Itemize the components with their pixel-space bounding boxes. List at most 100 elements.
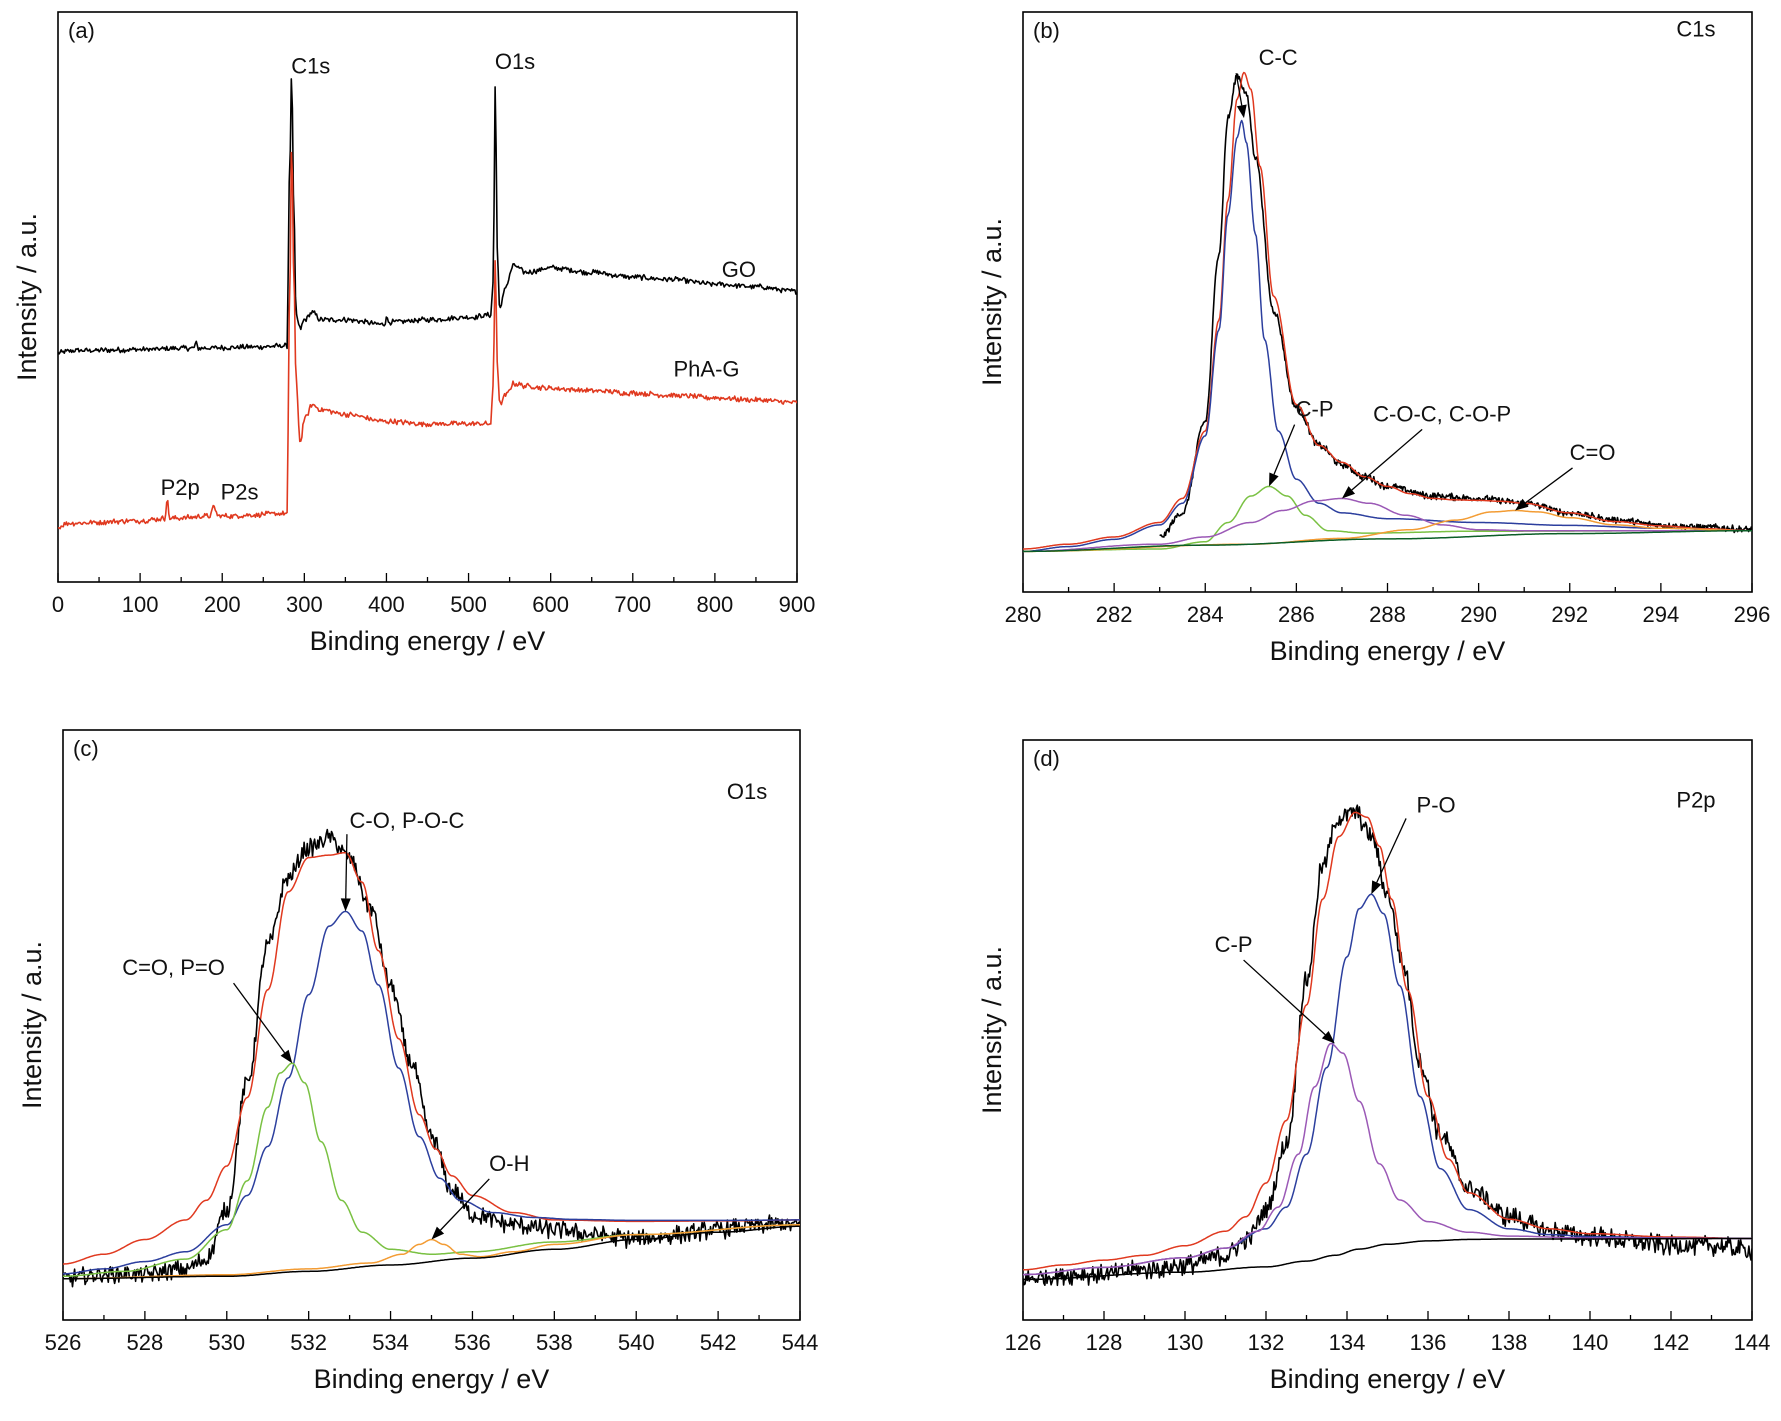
annotation-label: GO <box>722 257 756 282</box>
x-tick-label: 292 <box>1551 602 1588 627</box>
y-axis-title: Intensity / a.u. <box>17 941 47 1109</box>
x-tick-label: 600 <box>532 592 569 617</box>
x-tick-label: 284 <box>1187 602 1224 627</box>
x-tick-label: 100 <box>122 592 159 617</box>
series-curve-0 <box>1023 804 1752 1287</box>
series-go <box>58 78 797 355</box>
x-tick-label: 538 <box>536 1330 573 1355</box>
x-tick-label: 534 <box>372 1330 409 1355</box>
series-curve-2 <box>1023 893 1752 1276</box>
series-curve-2 <box>63 910 800 1275</box>
series-curve-3 <box>63 1062 800 1278</box>
series-curve-0 <box>1159 73 1752 538</box>
panel-a: 0 100 200 300 400 500 600 700 800 900 Binding ener… <box>12 11 816 656</box>
annotation-label: C-P <box>1296 397 1334 422</box>
x-tick-label: 282 <box>1096 602 1133 627</box>
x-tick-label: 140 <box>1572 1330 1609 1355</box>
x-tick-label: 900 <box>779 592 816 617</box>
x-tick-label: 200 <box>204 592 241 617</box>
x-tick-label: 288 <box>1369 602 1406 627</box>
annotation-label: PhA-G <box>673 357 739 382</box>
x-tick-label: 144 <box>1734 1330 1771 1355</box>
series-pha-g <box>58 151 797 530</box>
x-tick-label: 142 <box>1653 1330 1690 1355</box>
arrow-head-icon <box>1269 472 1279 487</box>
x-tick-label: 134 <box>1329 1330 1366 1355</box>
annotation-label: C-P <box>1215 932 1253 957</box>
x-tick-label: 528 <box>127 1330 164 1355</box>
y-axis-title: Intensity / a.u. <box>12 213 42 381</box>
arrow-head-icon <box>280 1049 293 1064</box>
annotation-label: P2p <box>161 475 200 500</box>
x-tick-label: 400 <box>368 592 405 617</box>
arrow-head-icon <box>1515 498 1529 511</box>
y-axis-title: Intensity / a.u. <box>977 946 1007 1114</box>
series-curve-6 <box>1023 529 1752 553</box>
panel-title: P2p <box>1676 788 1715 813</box>
x-tick-label: 132 <box>1248 1330 1285 1355</box>
arrow-head-icon <box>1341 486 1356 499</box>
x-tick-label: 800 <box>697 592 734 617</box>
x-tick-label: 130 <box>1167 1330 1204 1355</box>
x-tick-label: 500 <box>450 592 487 617</box>
x-tick-label: 300 <box>286 592 323 617</box>
panel-c: 526 528 530 532 534 536 538 540 542 544 Binding en… <box>17 729 819 1394</box>
x-tick-label: 126 <box>1005 1330 1042 1355</box>
annotation-label: O1s <box>495 49 535 74</box>
panel-label: (b) <box>1033 18 1060 43</box>
arrow-head-icon <box>1371 880 1382 895</box>
annotation-arrow <box>440 1178 490 1231</box>
panel-label: (a) <box>68 18 95 43</box>
annotation-arrow <box>1525 467 1573 504</box>
annotation-arrow <box>1351 428 1423 491</box>
x-tick-label: 540 <box>618 1330 655 1355</box>
x-tick-label: 542 <box>700 1330 737 1355</box>
x-tick-label: 532 <box>290 1330 327 1355</box>
annotation-label: C-C <box>1259 45 1298 70</box>
x-tick-label: 536 <box>454 1330 491 1355</box>
arrow-head-icon <box>1321 1031 1335 1044</box>
x-tick-label: 294 <box>1643 602 1680 627</box>
annotation-arrow <box>1243 959 1326 1036</box>
series-curve-1 <box>1023 811 1752 1271</box>
annotation-label: C-O, P-O-C <box>349 808 464 833</box>
annotation-label: C=O, P=O <box>122 955 225 980</box>
annotation-arrow <box>1235 73 1243 106</box>
annotation-label: C=O <box>1570 440 1616 465</box>
x-tick-label: 296 <box>1734 602 1771 627</box>
series-curve-4 <box>1023 1237 1752 1281</box>
annotation-label: P2s <box>221 480 259 505</box>
x-tick-label: 530 <box>208 1330 245 1355</box>
annotation-label: C-O-C, C-O-P <box>1373 401 1511 426</box>
annotation-arrow <box>1273 424 1296 475</box>
series-curve-2 <box>1023 119 1752 553</box>
series-curve-0 <box>63 828 800 1288</box>
x-axis-title: Binding energy / eV <box>314 1364 550 1394</box>
panel-label: (d) <box>1033 746 1060 771</box>
series-curve-4 <box>1023 497 1752 553</box>
x-tick-label: 526 <box>45 1330 82 1355</box>
series-curve-1 <box>63 851 800 1265</box>
x-tick-label: 280 <box>1005 602 1042 627</box>
x-axis-title: Binding energy / eV <box>1270 1364 1506 1394</box>
x-tick-label: 544 <box>782 1330 819 1355</box>
panel-title: C1s <box>1676 16 1715 41</box>
plot-frame <box>1022 11 1753 593</box>
plot-frame <box>1022 739 1753 1321</box>
panel-b: 280 282 284 286 288 290 292 294 296 Binding energ… <box>977 11 1771 666</box>
x-axis-title: Binding energy / eV <box>310 626 546 656</box>
series-curve-5 <box>63 1225 800 1280</box>
arrow-head-icon <box>431 1226 445 1240</box>
x-tick-label: 138 <box>1491 1330 1528 1355</box>
x-tick-label: 700 <box>614 592 651 617</box>
arrow-head-icon <box>1236 104 1247 119</box>
annotation-label: P-O <box>1417 792 1456 817</box>
x-tick-label: 136 <box>1410 1330 1447 1355</box>
x-axis-title: Binding energy / eV <box>1270 636 1506 666</box>
x-tick-label: 128 <box>1086 1330 1123 1355</box>
panel-title: O1s <box>727 779 767 804</box>
series-curve-1 <box>1023 71 1752 550</box>
annotation-arrow <box>1376 818 1407 883</box>
panel-d: 126 128 130 132 134 136 138 140 142 144 Binding en… <box>977 739 1771 1394</box>
